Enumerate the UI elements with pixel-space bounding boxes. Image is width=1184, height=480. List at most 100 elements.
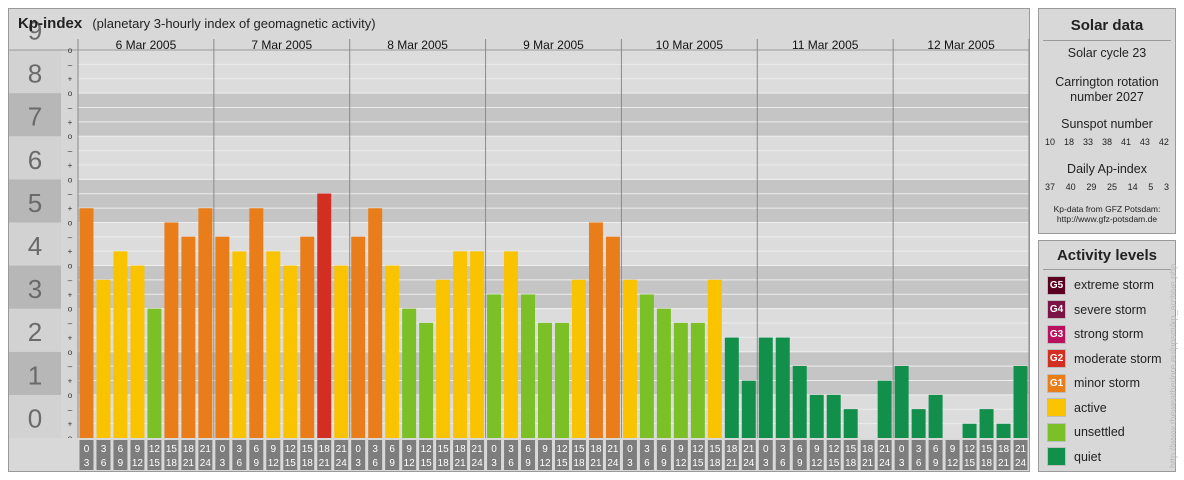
legend-title-divider [1043,269,1171,270]
kp-bar [724,337,739,438]
interval-end-label: 15 [964,458,976,469]
chart-subtitle: (planetary 3-hourly index of geomagnetic… [92,16,376,31]
legend-label: strong storm [1074,327,1144,341]
interval-start-label: 9 [271,444,277,455]
legend-swatch: G3 [1047,324,1066,344]
minor-tick-label: – [68,276,73,285]
interval-box [385,440,400,470]
kp-axis-label: 4 [28,231,42,261]
interval-start-label: 6 [933,444,939,455]
kp-label-cell [9,93,61,137]
interval-start-label: 9 [135,444,141,455]
kp-bar [521,294,536,438]
interval-box [826,440,841,470]
interval-end-label: 3 [491,458,497,469]
kp-bar [656,308,671,438]
kp-axis-label: 0 [28,403,42,433]
kp-bar [436,279,451,438]
interval-start-label: 15 [573,444,585,455]
kp-bar [538,322,552,438]
interval-end-label: 12 [132,458,144,469]
solar-data-title: Solar data [1070,17,1144,34]
kp-label-cell [9,351,61,395]
ap-value: 25 [1106,182,1117,192]
interval-start-label: 3 [372,444,378,455]
kp-band [9,93,1029,137]
kp-bar [605,236,620,438]
legend-item: G1 minor storm [1047,373,1140,393]
source-link[interactable]: http://www.gfz-potsdam.de [1056,214,1158,224]
kp-bar [877,380,892,438]
interval-end-label: 6 [644,458,650,469]
interval-start-label: 9 [406,444,412,455]
interval-end-label: 21 [862,458,874,469]
interval-box [215,440,230,470]
kp-bar [673,322,688,438]
interval-end-label: 24 [1015,458,1027,469]
kp-axis-label: 9 [28,15,42,45]
interval-end-label: 3 [220,458,226,469]
interval-box [860,440,875,470]
kp-bar [79,208,94,438]
chart-title-row: Kp-index (planetary 3-hourly index of ge… [18,15,376,32]
interval-start-label: 3 [101,444,107,455]
legend-swatch [1047,398,1066,417]
carrington-line-2: number 2027 [1070,90,1144,104]
minor-tick-label: – [68,147,73,156]
legend-label: moderate storm [1074,351,1162,366]
interval-box [724,440,739,470]
interval-start-label: 21 [743,444,755,455]
interval-box [317,440,332,470]
legend-item: quiet [1047,447,1101,467]
interval-box [809,440,824,470]
interval-end-label: 21 [455,458,467,469]
legend-item: G3 strong storm [1047,324,1143,344]
interval-box [639,440,654,470]
kp-bar [317,193,332,438]
sunspot-values: 10 18 33 38 41 43 42 [1045,137,1169,147]
interval-end-label: 18 [438,458,450,469]
interval-start-label: 6 [254,444,260,455]
interval-end-label: 9 [661,458,667,469]
legend-title: Activity levels [1056,247,1158,264]
interval-start-label: 15 [709,444,721,455]
interval-start-label: 12 [149,444,161,455]
interval-box [130,440,145,470]
legend-label: active [1074,400,1107,415]
kp-bar [894,366,909,438]
interval-start-label: 15 [302,444,314,455]
kp-bar [164,222,179,438]
minor-tick-label: o [68,305,73,314]
ap-label: Daily Ap-index [1067,162,1147,176]
sunspot-value: 33 [1082,137,1093,147]
solar-data-panel: Solar data Solar cycle 23 Carrington rot… [1038,8,1176,234]
interval-box [504,440,519,470]
interval-end-label: 9 [933,458,939,469]
interval-end-label: 6 [101,458,107,469]
minor-tick-label: o [68,46,73,55]
interval-start-label: 6 [797,444,803,455]
kp-bar [571,279,586,438]
interval-start-label: 15 [981,444,993,455]
interval-start-label: 12 [556,444,568,455]
watermark-url: http://www.theweatherlore.eu/ppsm/kp_arc… [1168,263,1178,468]
interval-end-label: 21 [183,458,195,469]
interval-box [962,440,977,470]
minor-tick-label: o [68,262,73,271]
ap-value: 37 [1045,182,1056,192]
interval-box [538,440,552,470]
legend-label: extreme storm [1074,278,1154,292]
sunspot-label: Sunspot number [1061,117,1153,131]
legend-swatch: G1 [1047,373,1066,393]
interval-end-label: 21 [319,458,331,469]
minor-tick-column [61,50,78,438]
kp-band [9,222,1029,266]
legend-item: G5 extreme storm [1047,275,1154,295]
kp-band [9,136,1029,180]
legend-label: severe storm [1074,302,1147,317]
kp-band [9,50,1029,94]
minor-tick-label: + [68,290,73,299]
minor-tick-label: – [68,319,73,328]
interval-start-label: 3 [780,444,786,455]
kp-band [9,308,1029,352]
